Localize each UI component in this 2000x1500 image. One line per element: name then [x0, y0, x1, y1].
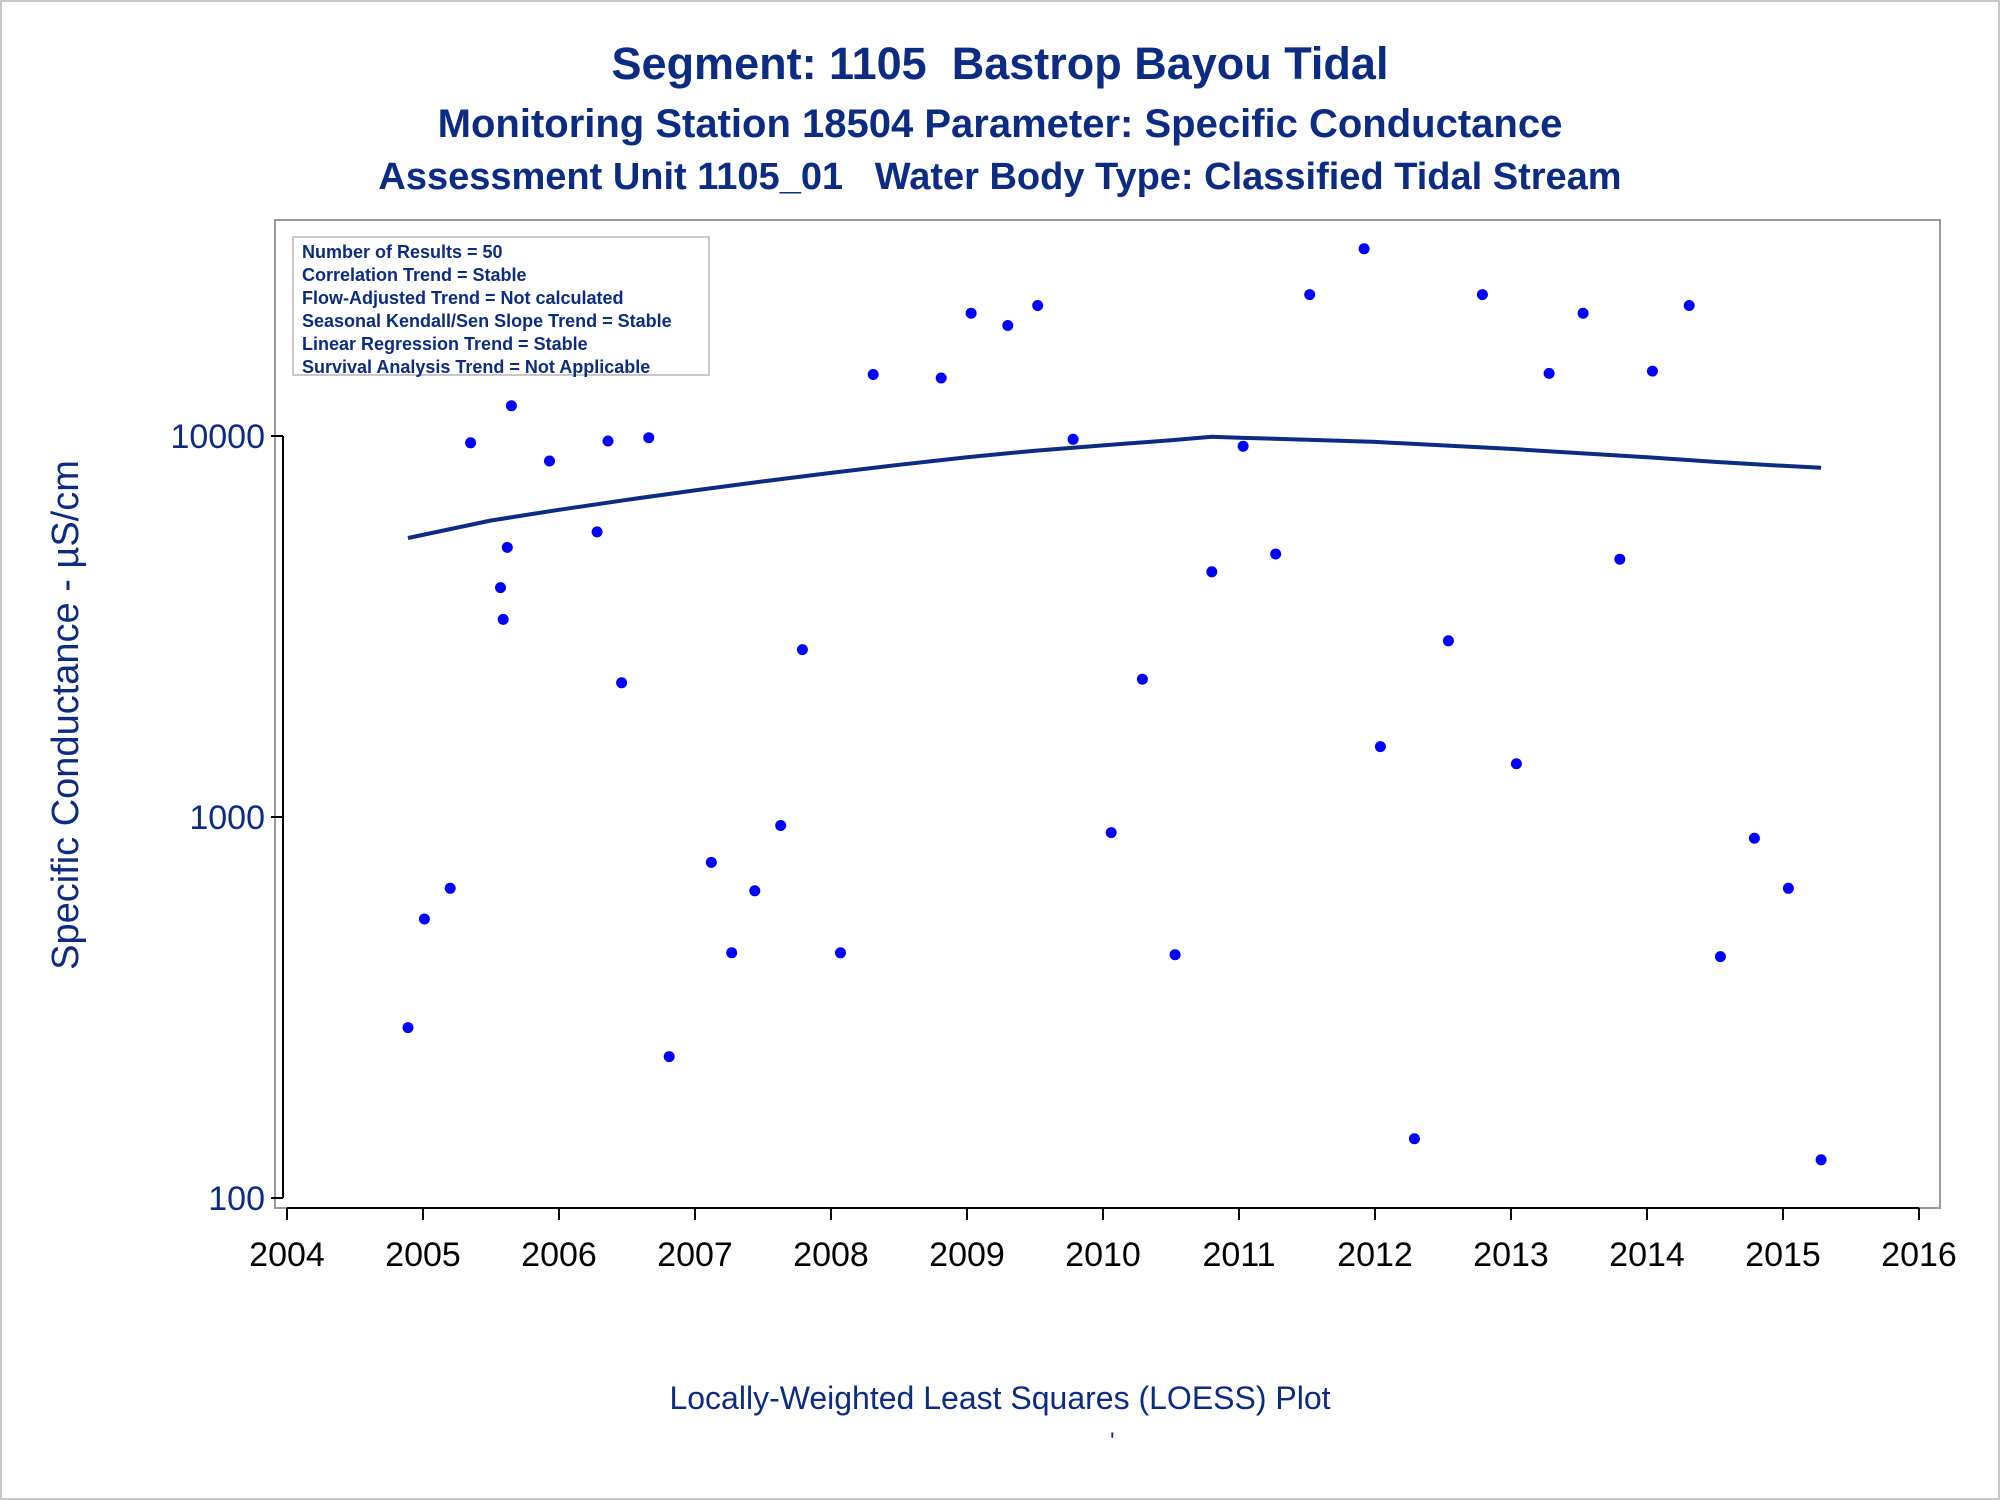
data-point — [616, 677, 628, 689]
data-point — [1002, 320, 1014, 331]
data-point — [705, 856, 717, 868]
data-point — [495, 582, 506, 594]
data-point — [1105, 827, 1117, 839]
y-tick-label: 10000 — [170, 418, 265, 456]
data-point — [867, 369, 879, 380]
data-point — [1358, 243, 1370, 255]
data-point — [1374, 741, 1386, 753]
data-point — [663, 1051, 675, 1063]
data-point — [726, 947, 738, 959]
data-point — [749, 885, 761, 897]
y-tick-label: 1000 — [189, 799, 265, 837]
x-tick-label: 2007 — [657, 1236, 733, 1274]
data-point — [1714, 951, 1726, 963]
data-point — [1476, 289, 1488, 301]
data-point — [402, 1022, 414, 1034]
data-point — [1646, 365, 1658, 377]
loess-line — [407, 434, 1822, 540]
y-tick-label: 100 — [208, 1180, 265, 1218]
x-tick-label: 2008 — [793, 1236, 869, 1274]
data-point — [1815, 1154, 1827, 1166]
data-point — [497, 613, 509, 625]
data-point — [1304, 289, 1316, 301]
data-point — [1614, 553, 1626, 565]
y-axis: 100 1000 10000 — [170, 418, 284, 1218]
data-point — [1510, 758, 1522, 770]
chart-title: Segment: 1105 Bastrop Bayou Tidal — [611, 38, 1389, 89]
data-point — [965, 307, 977, 319]
trend-stats-box: Number of Results = 50 Correlation Trend… — [292, 236, 710, 377]
data-point — [1683, 300, 1695, 311]
data-point — [1032, 300, 1044, 311]
x-tick-label: 2012 — [1337, 1236, 1413, 1274]
data-point — [444, 882, 456, 894]
data-point — [1577, 307, 1589, 319]
stat-linear-regression-trend: Linear Regression Trend = Stable — [302, 334, 588, 354]
data-point — [418, 913, 430, 925]
data-point — [1136, 673, 1148, 685]
data-point — [1067, 433, 1079, 445]
stat-seasonal-kendall-trend: Seasonal Kendall/Sen Slope Trend = Stabl… — [302, 311, 672, 331]
data-point — [1442, 635, 1454, 647]
data-point — [465, 437, 477, 449]
x-tick-label: 2013 — [1473, 1236, 1549, 1274]
data-point — [501, 541, 513, 553]
data-point — [1206, 566, 1218, 578]
x-tick-label: 2004 — [249, 1236, 325, 1274]
footnote-mark: ' — [1110, 1428, 1115, 1455]
data-point — [544, 455, 555, 467]
data-point — [935, 372, 947, 384]
data-point — [835, 947, 846, 959]
x-axis-label: Locally-Weighted Least Squares (LOESS) P… — [669, 1380, 1331, 1416]
data-point — [796, 644, 808, 656]
stat-correlation-trend: Correlation Trend = Stable — [302, 265, 527, 285]
x-tick-label: 2014 — [1609, 1236, 1685, 1274]
chart-subtitle-station: Monitoring Station 18504 Parameter: Spec… — [437, 102, 1563, 146]
x-tick-label: 2006 — [521, 1236, 597, 1274]
y-axis-label: Specific Conductance - µS/cm — [45, 460, 87, 970]
data-point — [643, 432, 655, 444]
stat-survival-analysis-trend: Survival Analysis Trend = Not Applicable — [302, 357, 651, 377]
data-point — [1169, 949, 1181, 961]
data-point — [1408, 1133, 1420, 1145]
data-points — [402, 243, 1827, 1166]
x-tick-label: 2016 — [1881, 1236, 1957, 1274]
data-point — [591, 526, 603, 538]
chart-subtitle-assessment: Assessment Unit 1105_01 Water Body Type:… — [378, 156, 1622, 198]
data-point — [1782, 882, 1794, 894]
x-tick-label: 2015 — [1745, 1236, 1821, 1274]
x-tick-label: 2010 — [1065, 1236, 1141, 1274]
stat-flow-adjusted-trend: Flow-Adjusted Trend = Not calculated — [302, 288, 624, 308]
data-point — [505, 400, 517, 412]
x-tick-label: 2009 — [929, 1236, 1005, 1274]
stat-number-of-results: Number of Results = 50 — [302, 242, 503, 262]
data-point — [1237, 440, 1249, 452]
x-axis: 2004 2005 2006 2007 2008 2009 2010 2011 2012 2013… — [249, 1207, 1957, 1274]
x-tick-label: 2005 — [385, 1236, 461, 1274]
data-point — [602, 435, 614, 447]
data-point — [1543, 367, 1555, 379]
data-point — [775, 820, 787, 831]
data-point — [1270, 548, 1282, 560]
data-point — [1748, 832, 1760, 844]
x-tick-label: 2011 — [1202, 1236, 1275, 1274]
